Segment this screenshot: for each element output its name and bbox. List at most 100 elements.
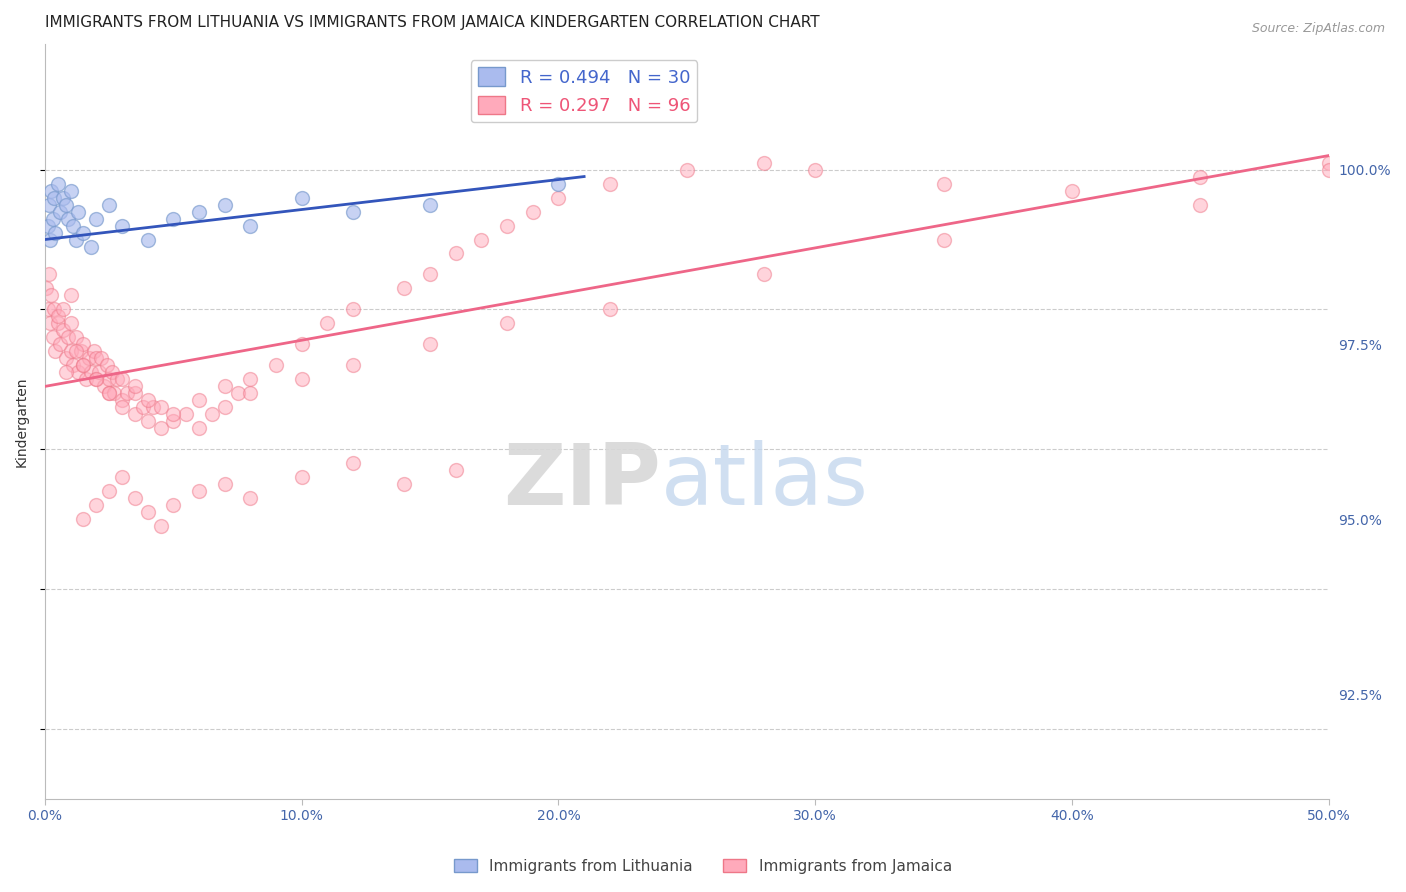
Point (188, 393, 211, 408)
Text: Source: ZipAtlas.com: Source: ZipAtlas.com (1251, 22, 1385, 36)
Point (80, 365, 103, 379)
Point (149, 401, 172, 415)
Text: atlas: atlas (661, 441, 869, 524)
Point (35, 281, 58, 295)
Point (46, 177, 69, 191)
Point (599, 302, 621, 317)
Point (65, 344, 87, 359)
Point (291, 337, 314, 351)
Point (86, 498, 108, 512)
Point (1189, 197, 1212, 211)
Point (72, 337, 94, 351)
Point (522, 204, 544, 219)
Point (111, 470, 134, 484)
Point (59, 184, 82, 198)
Point (39, 317, 62, 331)
Point (96, 359, 118, 373)
Point (72, 512, 94, 526)
Point (111, 219, 134, 233)
Point (291, 470, 314, 484)
Point (62, 219, 84, 233)
Point (62, 359, 84, 373)
Point (316, 317, 339, 331)
Point (419, 337, 441, 351)
Point (111, 372, 134, 386)
Point (419, 268, 441, 282)
Point (932, 177, 955, 191)
Point (142, 401, 165, 415)
Point (226, 386, 249, 401)
Point (42, 190, 65, 204)
Point (239, 219, 262, 233)
Point (291, 190, 314, 204)
Point (42, 302, 65, 317)
Point (46, 317, 69, 331)
Point (56, 330, 79, 344)
Point (162, 211, 184, 226)
Point (90, 351, 112, 366)
Point (86, 211, 108, 226)
Point (752, 155, 775, 169)
Point (239, 491, 262, 506)
Point (52, 190, 75, 204)
Point (470, 233, 492, 247)
Point (214, 477, 236, 491)
Point (932, 233, 955, 247)
Point (83, 344, 105, 359)
Text: IMMIGRANTS FROM LITHUANIA VS IMMIGRANTS FROM JAMAICA KINDERGARTEN CORRELATION CH: IMMIGRANTS FROM LITHUANIA VS IMMIGRANTS … (45, 15, 820, 30)
Point (41, 288, 63, 302)
Point (44, 344, 66, 359)
Point (188, 484, 211, 499)
Point (1317, 155, 1340, 169)
Point (136, 233, 159, 247)
Point (1317, 162, 1340, 177)
Point (124, 386, 146, 401)
Point (111, 393, 134, 408)
Point (162, 498, 184, 512)
Point (111, 401, 134, 415)
Point (41, 330, 63, 344)
Point (72, 359, 94, 373)
Point (77, 351, 100, 366)
Point (214, 401, 236, 415)
Point (38, 197, 60, 211)
Point (342, 204, 364, 219)
Point (49, 204, 72, 219)
Point (37, 219, 59, 233)
Point (39, 233, 62, 247)
Point (188, 421, 211, 435)
Point (496, 219, 519, 233)
Point (86, 372, 108, 386)
Point (49, 337, 72, 351)
Point (75, 372, 97, 386)
Point (599, 177, 621, 191)
Point (86, 372, 108, 386)
Point (55, 197, 77, 211)
Point (37, 302, 59, 317)
Point (65, 330, 87, 344)
Point (115, 386, 138, 401)
Point (419, 197, 441, 211)
Point (103, 386, 125, 401)
Point (149, 519, 172, 533)
Point (72, 226, 94, 240)
Legend: Immigrants from Lithuania, Immigrants from Jamaica: Immigrants from Lithuania, Immigrants fr… (449, 853, 957, 880)
Point (55, 351, 77, 366)
Point (98, 197, 121, 211)
Point (201, 408, 224, 422)
Point (1189, 169, 1212, 184)
Point (80, 239, 103, 253)
Point (149, 421, 172, 435)
Point (38, 268, 60, 282)
Point (67, 365, 90, 379)
Point (72, 359, 94, 373)
Point (174, 408, 197, 422)
Point (98, 372, 121, 386)
Point (136, 393, 159, 408)
Point (59, 317, 82, 331)
Point (342, 302, 364, 317)
Point (752, 268, 775, 282)
Point (547, 177, 569, 191)
Point (131, 401, 153, 415)
Point (136, 505, 159, 519)
